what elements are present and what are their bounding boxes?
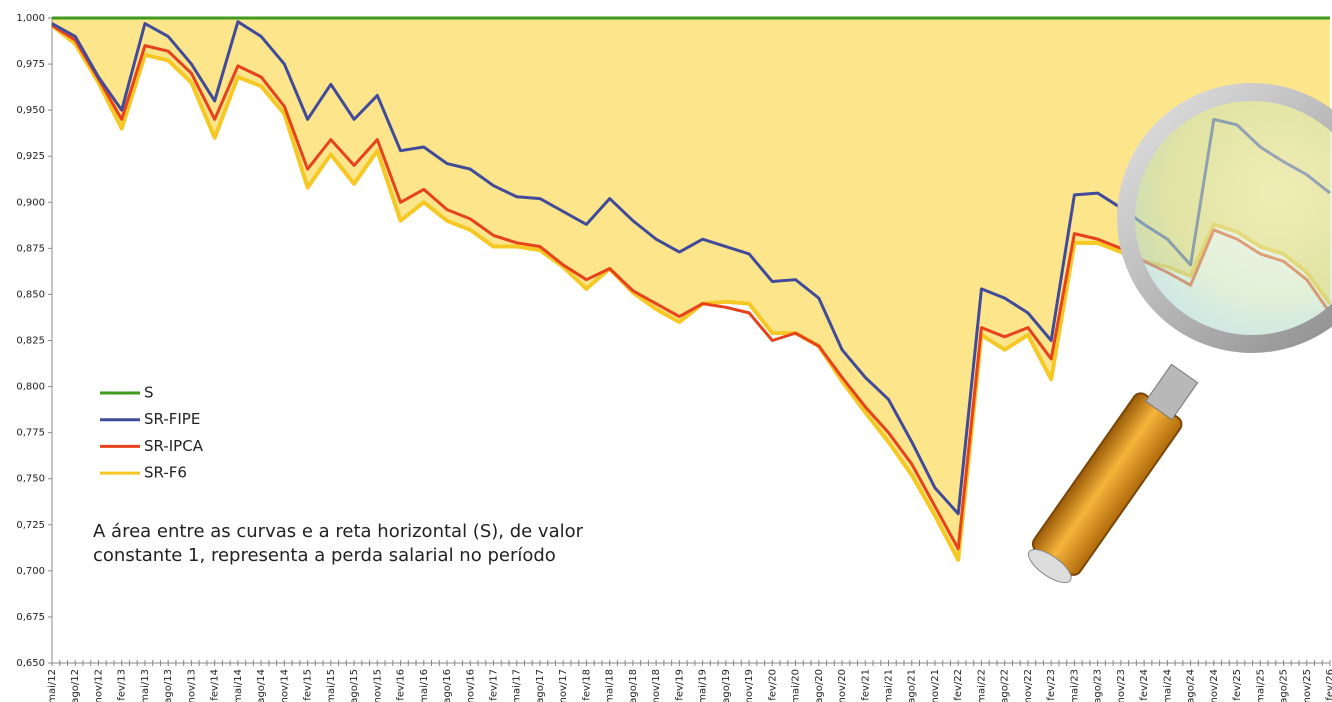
magnifier-lens [1117, 83, 1332, 353]
x-tick-label: nov/24 [1209, 669, 1220, 702]
y-tick-label: 0,875 [16, 243, 45, 254]
x-tick-label: mai/17 [512, 669, 523, 702]
x-tick-label: ago/13 [163, 669, 174, 702]
x-tick-label: nov/23 [1116, 669, 1127, 702]
x-tick-label: ago/20 [814, 669, 825, 702]
magnifier-cap [1028, 548, 1072, 584]
legend-label: SR-IPCA [144, 437, 204, 455]
x-tick-label: ago/25 [1279, 669, 1290, 702]
x-tick-label: mai/23 [1069, 669, 1080, 702]
x-tick-label: mai/22 [976, 669, 987, 702]
x-tick-label: nov/13 [186, 669, 197, 702]
y-tick-label: 0,675 [16, 612, 45, 623]
x-tick-label: nov/16 [465, 669, 476, 702]
x-tick-label: fev/14 [210, 669, 221, 701]
x-tick-label: ago/14 [256, 669, 267, 702]
x-tick-label: ago/16 [442, 669, 453, 702]
x-tick-label: nov/19 [744, 669, 755, 702]
x-tick-label: nov/25 [1302, 669, 1313, 702]
x-tick-label: mai/25 [1255, 669, 1266, 702]
legend-label: SR-F6 [144, 464, 187, 482]
x-tick-label: fev/19 [674, 669, 685, 701]
x-tick-label: fev/17 [488, 669, 499, 701]
y-tick-label: 0,900 [16, 197, 45, 208]
x-tick-label: nov/14 [279, 669, 290, 702]
x-tick-label: mai/14 [233, 669, 244, 702]
x-tick-label: fev/25 [1232, 669, 1243, 701]
x-tick-label: mai/19 [698, 669, 709, 702]
x-tick-label: ago/21 [907, 669, 918, 702]
x-tick-label: ago/15 [349, 669, 360, 702]
x-tick-label: fev/18 [581, 669, 592, 701]
y-tick-label: 0,750 [16, 474, 45, 485]
magnifier-handle [1031, 392, 1183, 576]
magnifier [1028, 83, 1332, 584]
x-tick-label: fev/26 [1325, 669, 1332, 701]
x-tick-label: nov/18 [651, 669, 662, 702]
y-tick-label: 0,950 [16, 105, 45, 116]
x-tick-label: mai/20 [791, 669, 802, 702]
y-tick-label: 0,775 [16, 428, 45, 439]
y-tick-label: 0,700 [16, 566, 45, 577]
x-tick-label: nov/17 [558, 669, 569, 702]
x-tick-label: mai/12 [47, 669, 58, 702]
x-tick-label: nov/12 [93, 669, 104, 702]
x-tick-label: ago/17 [535, 669, 546, 702]
x-tick-label: mai/21 [884, 669, 895, 702]
y-tick-label: 0,650 [16, 658, 45, 669]
x-tick-label: nov/20 [837, 669, 848, 702]
series-line [51, 20, 1331, 516]
legend-label: SR-FIPE [144, 410, 200, 428]
x-tick-label: fev/15 [303, 669, 314, 701]
x-tick-label: mai/15 [326, 669, 337, 702]
x-tick-label: mai/13 [140, 669, 151, 702]
series-line [51, 24, 1332, 551]
x-tick-label: nov/15 [372, 669, 383, 702]
x-tick-label: fev/22 [953, 669, 964, 701]
x-tick-label: ago/19 [721, 669, 732, 702]
x-tick-label: fev/13 [117, 669, 128, 701]
x-tick-label: fev/24 [1139, 669, 1150, 701]
x-tick-label: ago/12 [70, 669, 81, 702]
x-tick-label: ago/24 [1186, 669, 1197, 702]
x-tick-label: nov/22 [1023, 669, 1034, 702]
y-tick-label: 0,925 [16, 151, 45, 162]
y-tick-label: 0,800 [16, 382, 45, 393]
x-tick-label: mai/16 [419, 669, 430, 702]
y-tick-label: 1,000 [16, 13, 45, 24]
x-tick-label: ago/18 [628, 669, 639, 702]
x-tick-label: ago/23 [1093, 669, 1104, 702]
x-tick-label: fev/23 [1046, 669, 1057, 701]
y-tick-label: 0,850 [16, 289, 45, 300]
x-tick-label: mai/18 [605, 669, 616, 702]
y-tick-label: 0,825 [16, 336, 45, 347]
y-tick-label: 0,975 [16, 59, 45, 70]
series-line [50, 23, 1332, 562]
magnifier-neck [1144, 363, 1199, 421]
loss-area [52, 18, 1330, 560]
x-tick-label: fev/21 [860, 669, 871, 701]
x-tick-label: mai/24 [1162, 669, 1173, 702]
x-tick-label: ago/22 [1000, 669, 1011, 702]
x-tick-label: nov/21 [930, 669, 941, 702]
x-tick-label: fev/20 [767, 669, 778, 701]
legend-label: S [144, 384, 154, 402]
annotation: constante 1, representa a perda salarial… [93, 545, 556, 566]
x-tick-label: fev/16 [396, 669, 407, 701]
y-tick-label: 0,725 [16, 520, 45, 531]
annotation: A área entre as curvas e a reta horizont… [93, 521, 584, 542]
